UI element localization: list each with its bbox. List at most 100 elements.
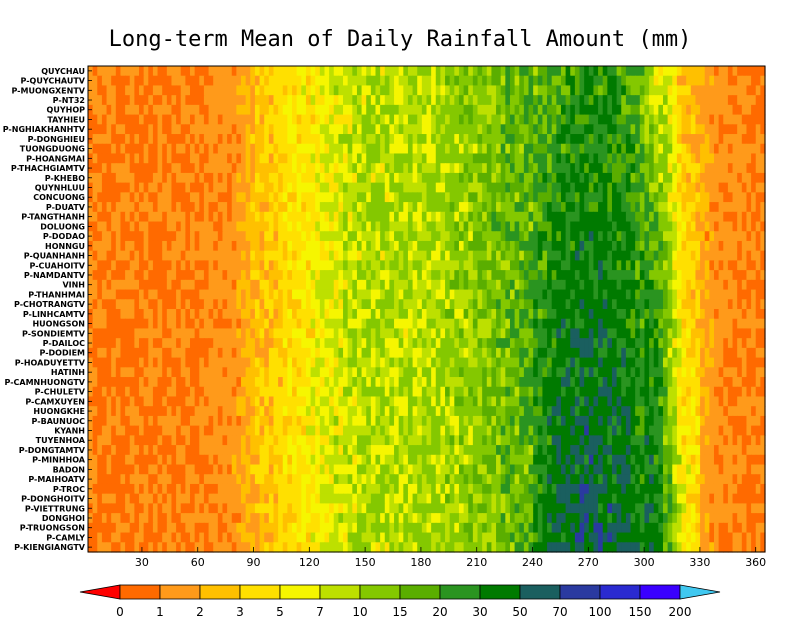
heat-cell [630,231,636,242]
heat-cell [500,134,506,145]
heat-cell [598,104,604,116]
heat-cell [259,347,265,359]
heat-cell [574,231,581,242]
heat-cell [639,104,646,116]
heat-cell [375,347,381,359]
heat-cell [713,114,720,125]
heat-cell [389,221,395,232]
heat-cell [129,367,135,378]
heat-cell [662,182,669,193]
heat-cell [92,143,98,155]
heat-cell [547,231,553,242]
heat-cell [338,357,344,368]
heat-cell [356,347,363,359]
heat-cell [412,143,418,155]
heat-cell [254,163,261,174]
heat-cell [227,357,233,368]
heat-cell [375,386,381,398]
heat-cell [523,270,530,281]
heat-cell [751,377,757,388]
heat-cell [106,114,112,125]
heat-cell [440,347,446,359]
heat-cell [403,299,409,310]
heat-cell [97,377,103,388]
heat-cell [556,143,562,155]
heat-cell [542,386,548,398]
heat-cell [152,202,159,213]
heat-cell [500,309,506,320]
heat-cell [231,260,237,271]
heat-cell [152,172,159,184]
heat-cell [579,250,585,261]
heat-cell [598,163,604,174]
heat-cell [259,260,265,271]
heat-cell [384,338,391,349]
heat-cell [245,260,251,271]
heat-cell [305,153,312,164]
heat-cell [709,367,715,378]
heat-cell [268,240,275,252]
heat-cell [111,211,117,223]
heat-cell [500,279,506,291]
heat-cell [496,104,502,116]
heat-cell [607,75,613,87]
heat-cell [435,240,442,252]
heat-cell [435,318,442,330]
heat-cell [519,270,525,281]
heat-cell [704,153,710,164]
heat-cell [115,202,122,213]
heat-cell [500,104,506,116]
heat-cell [389,377,395,388]
heat-cell [120,318,126,330]
heat-cell [458,134,465,145]
heat-cell [440,66,446,77]
heat-cell [366,192,372,203]
heat-cell [301,192,307,203]
heat-cell [755,260,761,271]
heat-cell [315,328,321,339]
heat-cell [445,221,451,232]
heat-cell [690,347,697,359]
heat-cell [458,309,465,320]
heat-cell [199,172,205,184]
heat-cell [254,279,261,291]
heat-cell [310,66,316,77]
heat-cell [287,270,293,281]
heat-cell [760,66,766,77]
heat-cell [222,270,228,281]
heat-cell [217,270,224,281]
heat-cell [417,124,423,135]
heat-cell [454,240,460,252]
heat-cell [273,202,279,213]
heat-cell [547,124,553,135]
heat-cell [152,75,159,87]
heat-cell [713,75,720,87]
heat-cell [686,95,692,106]
heat-cell [324,75,330,87]
heat-cell [625,211,632,223]
heat-cell [542,221,548,232]
heat-cell [407,289,414,300]
heat-cell [282,338,288,349]
heat-cell [380,328,386,339]
heat-cell [602,328,608,339]
heat-cell [727,231,734,242]
heat-cell [681,104,687,116]
heat-cell [570,377,576,388]
heat-cell [148,231,154,242]
heat-cell [208,124,214,135]
heat-cell [727,104,734,116]
heat-cell [528,66,534,77]
heat-cell [588,338,595,349]
heat-cell [111,347,117,359]
heat-cell [389,75,395,87]
heat-cell [97,143,103,155]
heat-cell [380,221,386,232]
heat-cell [491,114,497,125]
heat-cell [259,153,265,164]
heat-cell [584,367,590,378]
heat-cell [370,328,377,339]
heat-cell [704,231,710,242]
heat-cell [676,309,683,320]
heat-cell [250,250,256,261]
